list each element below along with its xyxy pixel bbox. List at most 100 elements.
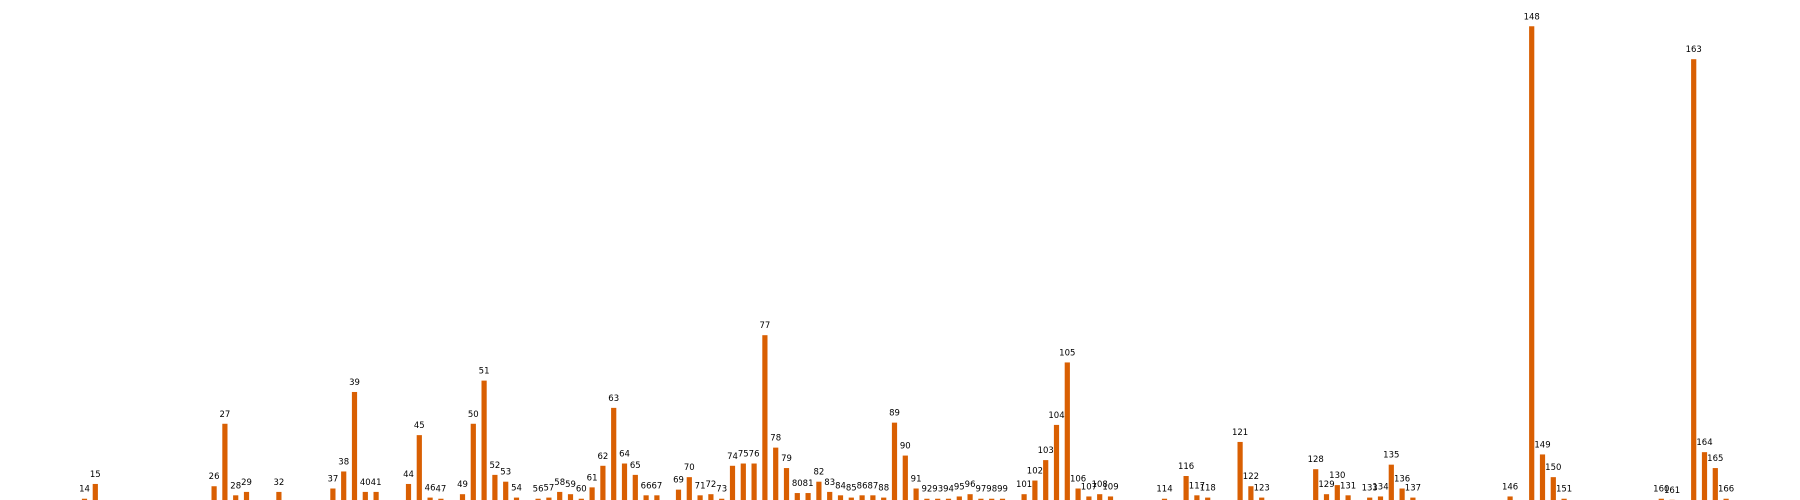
bar-label-51: 51 bbox=[479, 367, 490, 377]
bar-label-40: 40 bbox=[360, 478, 371, 488]
bar-label-74: 74 bbox=[727, 452, 738, 462]
bar-label-69: 69 bbox=[673, 476, 684, 486]
bar-98 bbox=[989, 498, 995, 500]
bar-151 bbox=[1561, 498, 1567, 500]
bar-52 bbox=[492, 474, 498, 500]
bar-label-164: 164 bbox=[1696, 438, 1712, 448]
bar-118 bbox=[1205, 497, 1211, 500]
bar-label-146: 146 bbox=[1502, 482, 1518, 492]
bar-label-102: 102 bbox=[1027, 467, 1043, 477]
bar-label-96: 96 bbox=[965, 480, 976, 490]
bar-label-41: 41 bbox=[371, 478, 382, 488]
bar-label-90: 90 bbox=[900, 442, 911, 452]
bar-50 bbox=[470, 423, 476, 500]
bar-label-148: 148 bbox=[1524, 12, 1540, 22]
bar-label-82: 82 bbox=[813, 468, 824, 478]
bar-77 bbox=[762, 335, 768, 500]
bar-label-87: 87 bbox=[867, 481, 878, 491]
bar-26 bbox=[211, 486, 217, 500]
bar-label-108: 108 bbox=[1092, 480, 1108, 490]
bar-label-63: 63 bbox=[608, 394, 619, 404]
bar-90 bbox=[902, 455, 908, 500]
bar-86 bbox=[859, 495, 865, 500]
bar-label-52: 52 bbox=[489, 461, 500, 471]
bar-73 bbox=[719, 498, 725, 500]
bar-label-65: 65 bbox=[630, 461, 641, 471]
bar-39 bbox=[351, 391, 358, 500]
bar-135 bbox=[1388, 464, 1394, 500]
bar-label-101: 101 bbox=[1016, 480, 1032, 490]
bar-label-45: 45 bbox=[414, 421, 425, 431]
bar-45 bbox=[416, 435, 422, 500]
bar-label-46: 46 bbox=[425, 484, 436, 494]
bar-label-118: 118 bbox=[1200, 484, 1216, 494]
bar-label-133: 133 bbox=[1362, 484, 1378, 494]
bar-label-94: 94 bbox=[943, 485, 954, 495]
bar-label-166: 166 bbox=[1718, 485, 1734, 495]
bar-label-88: 88 bbox=[878, 484, 889, 494]
bar-label-15: 15 bbox=[90, 470, 101, 480]
bar-97 bbox=[978, 498, 984, 500]
bar-114 bbox=[1161, 498, 1168, 500]
bar-61 bbox=[589, 487, 595, 500]
bar-label-26: 26 bbox=[209, 472, 220, 482]
bar-label-53: 53 bbox=[500, 468, 511, 478]
bar-label-60: 60 bbox=[576, 485, 587, 495]
bar-66 bbox=[643, 495, 649, 500]
bar-label-135: 135 bbox=[1383, 451, 1399, 461]
bar-40 bbox=[362, 491, 368, 500]
bar-41 bbox=[373, 491, 379, 500]
bar-label-103: 103 bbox=[1038, 446, 1054, 456]
bar-65 bbox=[632, 474, 638, 500]
bar-101 bbox=[1021, 494, 1027, 500]
bar-51 bbox=[481, 380, 487, 500]
bar-label-98: 98 bbox=[986, 485, 997, 495]
bar-label-160: 160 bbox=[1653, 485, 1669, 495]
bar-91 bbox=[913, 488, 919, 500]
bar-label-28: 28 bbox=[230, 481, 241, 491]
bar-87 bbox=[870, 495, 876, 500]
bar-label-39: 39 bbox=[349, 378, 360, 388]
bar-label-85: 85 bbox=[846, 484, 857, 494]
bar-117 bbox=[1194, 495, 1200, 500]
bar-label-93: 93 bbox=[932, 485, 943, 495]
bar-label-107: 107 bbox=[1081, 482, 1097, 492]
bar-82 bbox=[816, 481, 822, 500]
bar-165 bbox=[1712, 468, 1718, 500]
bar-label-77: 77 bbox=[759, 321, 770, 331]
bar-label-134: 134 bbox=[1372, 482, 1388, 492]
bar-label-49: 49 bbox=[457, 480, 468, 490]
bar-label-109: 109 bbox=[1102, 482, 1118, 492]
bar-label-59: 59 bbox=[565, 480, 576, 490]
bar-label-114: 114 bbox=[1156, 485, 1172, 495]
bar-146 bbox=[1507, 496, 1513, 500]
bar-105 bbox=[1064, 362, 1070, 500]
bar-label-137: 137 bbox=[1405, 484, 1421, 494]
bar-60 bbox=[578, 498, 584, 500]
bar-15 bbox=[92, 483, 98, 500]
bar-72 bbox=[708, 494, 714, 500]
bar-107 bbox=[1086, 496, 1092, 500]
bar-label-71: 71 bbox=[695, 481, 706, 491]
bar-80 bbox=[794, 493, 800, 500]
bar-163 bbox=[1691, 59, 1697, 500]
bar-label-150: 150 bbox=[1545, 463, 1561, 473]
bar-label-97: 97 bbox=[975, 485, 986, 495]
bar-label-73: 73 bbox=[716, 485, 727, 495]
bar-label-104: 104 bbox=[1048, 411, 1064, 421]
bar-47 bbox=[438, 498, 444, 500]
bar-106 bbox=[1075, 488, 1081, 500]
bar-108 bbox=[1097, 494, 1103, 500]
bar-46 bbox=[427, 497, 433, 500]
bar-label-14: 14 bbox=[79, 485, 90, 495]
bar-59 bbox=[567, 494, 574, 500]
bar-130 bbox=[1334, 485, 1340, 500]
bar-label-163: 163 bbox=[1686, 45, 1702, 55]
bar-27 bbox=[222, 423, 228, 500]
bar-92 bbox=[924, 498, 930, 500]
bar-95 bbox=[956, 496, 962, 500]
bar-label-80: 80 bbox=[792, 479, 803, 489]
bar-label-70: 70 bbox=[684, 463, 695, 473]
